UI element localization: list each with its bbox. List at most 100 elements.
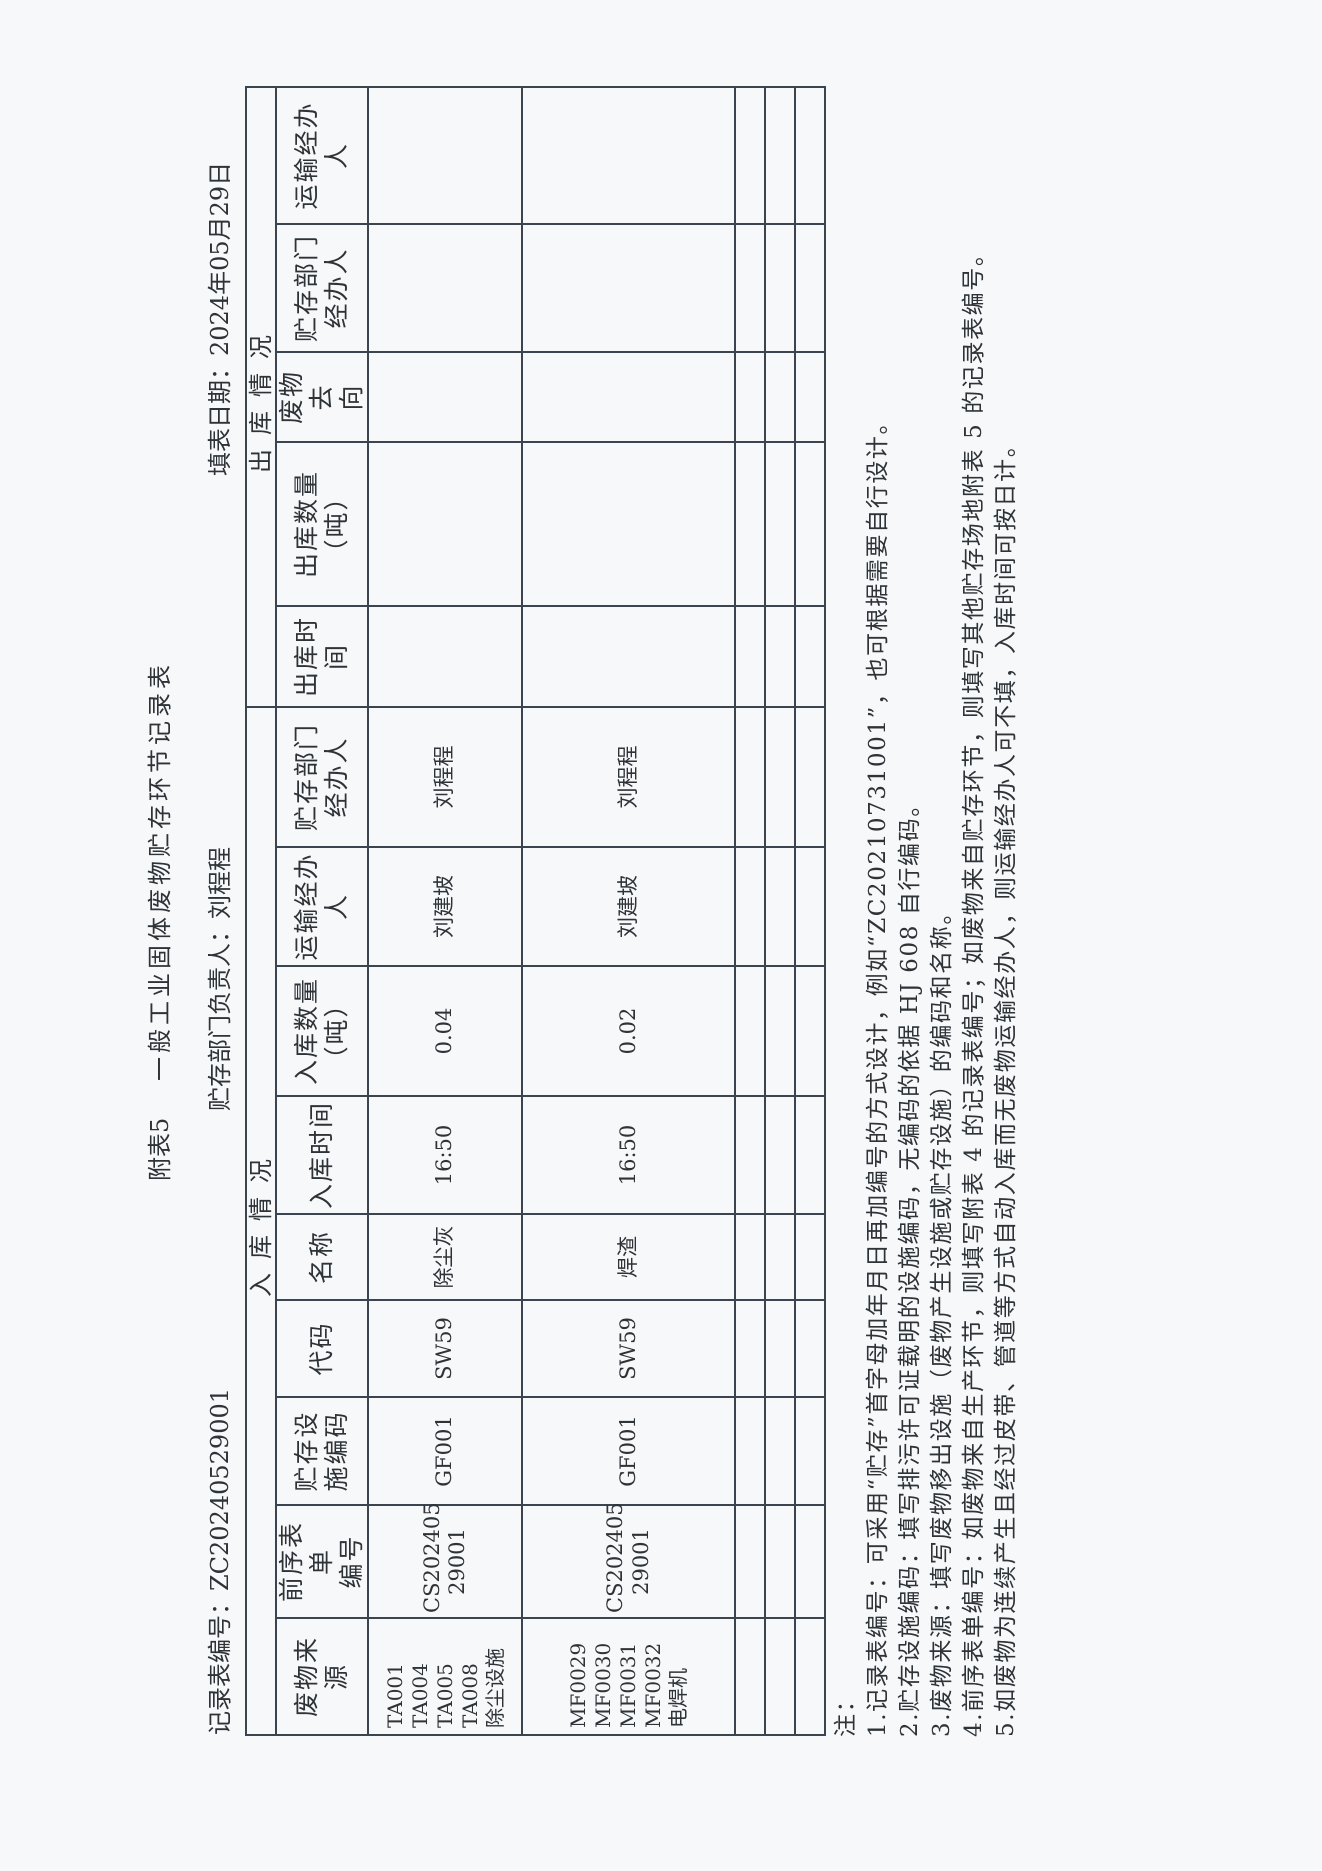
table-cell [522,351,735,442]
storage-manager: 贮存部门负责人：刘程程 [206,847,234,1111]
table-cell: MF0029 MF0030 MF0031 MF0032 电焊机 [522,1618,735,1735]
column-header: 贮存部门 经办人 [276,223,368,352]
group-inbound: 入库情况 [246,706,276,1735]
table-cell [765,1618,795,1735]
column-header: 废物去 向 [276,351,368,442]
table-cell [795,605,825,707]
table-cell [735,351,765,442]
table-cell [795,1214,825,1300]
table-cell [522,223,735,352]
table-cell [735,1214,765,1300]
table-cell [368,86,522,224]
table-cell [765,1214,795,1300]
table-cell [795,966,825,1096]
column-header: 入库时间 [276,1096,368,1214]
group-outbound: 出库情况 [246,86,276,707]
table-cell [765,1397,795,1505]
table-cell [795,1397,825,1505]
table-cell [765,1096,795,1214]
table-cell [795,1618,825,1735]
table-cell [735,966,765,1096]
table-cell [765,706,795,847]
table-cell: GF001 [522,1397,735,1505]
column-header: 贮存部门 经办人 [276,706,368,847]
table-cell: 16:50 [368,1096,522,1214]
table-row: MF0029 MF0030 MF0031 MF0032 电焊机 CS202405 … [522,86,735,1735]
table-cell [735,1505,765,1618]
notes-label: 注： [833,1687,859,1737]
table-cell [522,86,735,224]
table-cell [795,1300,825,1397]
table-cell [735,1397,765,1505]
table-cell: 除尘灰 [368,1214,522,1300]
table-cell [795,86,825,224]
table-cell [795,1096,825,1214]
notes: 注： 1.记录表编号：可采用“贮存”首字母加年月日再加编号的方式设计，例如“ZC… [830,242,1022,1737]
table-cell [735,86,765,224]
group-header-row: 入库情况 出库情况 [246,86,276,1735]
table-row: TA001 TA004 TA005 TA008 除尘设施 CS202405 290… [368,86,522,1735]
table-cell [735,847,765,966]
column-header: 运输经办 人 [276,847,368,966]
note-item: 2.贮存设施编码：填写排污许可证载明的设施编码，无编码的依据 HJ 608 自行… [897,792,923,1737]
table-cell: SW59 [368,1300,522,1397]
table-cell [735,1618,765,1735]
table-cell: 刘程程 [522,706,735,847]
table-cell [765,351,795,442]
table-cell [795,1505,825,1618]
table-cell [795,847,825,966]
table-cell: 刘建坡 [522,847,735,966]
record-number: 记录表编号：ZC20240529001 [206,1387,234,1735]
table-cell: CS202405 29001 [368,1502,522,1618]
table-cell [765,223,795,352]
table-cell [765,1300,795,1397]
table-row [735,86,765,1735]
table-cell [795,223,825,352]
table-cell: TA001 TA004 TA005 TA008 除尘设施 [368,1618,522,1735]
column-header: 出库时 间 [276,605,368,707]
column-header: 废物来源 [276,1618,368,1735]
column-header: 代码 [276,1300,368,1397]
table-cell: SW59 [522,1300,735,1397]
appendix-label: 附表5 [146,1117,174,1181]
table-cell [368,605,522,707]
column-header: 名称 [276,1214,368,1300]
table-row [765,86,795,1735]
note-item: 5.如废物为连续产生且经过皮带、管道等方式自动入库而无废物运输经办人，则运输经办… [993,432,1019,1737]
table-cell: 0.04 [368,966,522,1096]
table-cell [735,223,765,352]
table-cell [368,351,522,442]
table-cell [522,441,735,606]
table-cell: 刘建坡 [368,847,522,966]
table-cell [795,351,825,442]
table-cell: 16:50 [522,1096,735,1214]
table-cell [735,441,765,606]
table-cell [735,1096,765,1214]
table-cell [765,86,795,224]
table-cell: 刘程程 [368,706,522,847]
table-cell: 焊渣 [522,1214,735,1300]
table-cell: GF001 [368,1397,522,1505]
note-item: 4.前序表单编号：如废物来自生产环节，则填写附表 4 的记录表编号；如废物来自贮… [961,241,987,1737]
column-header: 出库数量 （吨） [276,441,368,606]
document-title: 一般工业固体废物贮存环节记录表 [146,661,174,1081]
fill-date: 填表日期：2024年05月29日 [206,161,234,476]
table-row [795,86,825,1735]
table-cell [765,847,795,966]
table-cell [765,605,795,707]
table-cell [765,1505,795,1618]
table-cell [795,441,825,606]
table-cell [765,966,795,1096]
table-cell [368,223,522,352]
table-cell: CS202405 29001 [522,1502,735,1618]
table-cell [735,1300,765,1397]
table-cell [795,706,825,847]
table-cell [765,441,795,606]
column-header-row: 废物来源 前序表单 编号 贮存设 施编码 代码 名称 入库时间 入库数量 （吨） 运输经办 人… [276,86,368,1735]
column-header: 贮存设 施编码 [276,1397,368,1505]
table-cell [735,706,765,847]
table-cell: 0.02 [522,966,735,1096]
column-header: 前序表单 编号 [276,1505,368,1618]
note-item: 3.废物来源：填写废物移出设施（废物产生设施或贮存设施）的编码和名称。 [929,900,955,1737]
